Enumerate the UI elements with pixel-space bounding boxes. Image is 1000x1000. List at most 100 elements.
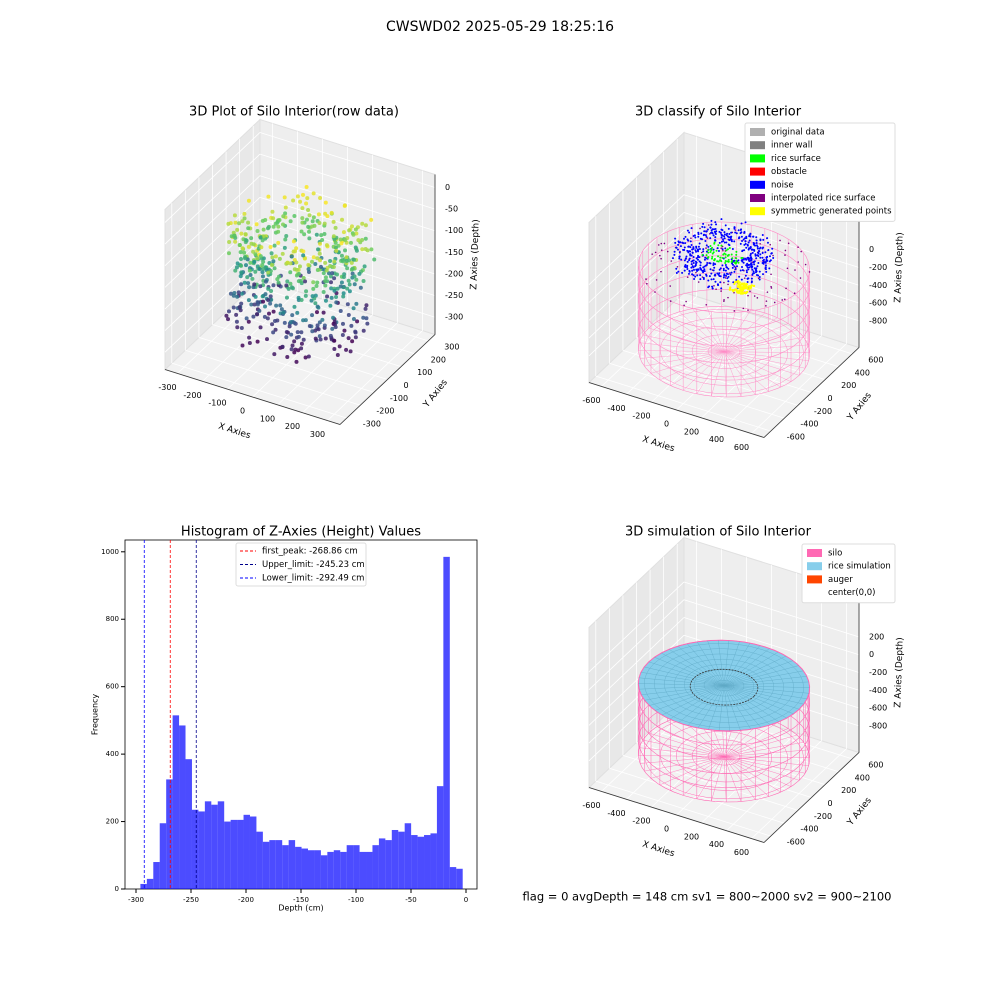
point bbox=[255, 312, 260, 317]
point bbox=[361, 328, 366, 333]
silo-floor-spoke bbox=[644, 351, 725, 367]
noise-point bbox=[728, 233, 731, 236]
point bbox=[322, 221, 327, 226]
figure-title: CWSWD02 2025-05-29 18:25:16 bbox=[386, 19, 614, 35]
noise-point bbox=[747, 268, 750, 271]
noise-point bbox=[745, 246, 748, 249]
point bbox=[277, 256, 282, 261]
z-tick-label: -600 bbox=[869, 299, 887, 308]
point bbox=[287, 324, 292, 329]
point bbox=[295, 310, 300, 315]
noise-point bbox=[691, 269, 694, 272]
point bbox=[270, 322, 275, 327]
point bbox=[276, 240, 281, 245]
noise-point bbox=[698, 242, 701, 245]
point bbox=[301, 253, 306, 258]
silo-floor-spoke bbox=[723, 749, 808, 757]
point bbox=[320, 237, 325, 242]
interpolated-point bbox=[727, 296, 729, 299]
interpolated-point bbox=[660, 249, 663, 252]
point bbox=[355, 319, 360, 324]
noise-point bbox=[757, 251, 760, 254]
point bbox=[356, 238, 361, 243]
noise-point bbox=[764, 267, 767, 270]
x-tick-label: -100 bbox=[208, 399, 226, 408]
silo-floor-spoke bbox=[723, 756, 800, 781]
noise-point bbox=[719, 281, 722, 284]
noise-point bbox=[733, 259, 736, 262]
point bbox=[340, 217, 345, 222]
rice-point bbox=[707, 248, 710, 251]
point bbox=[244, 316, 249, 321]
point bbox=[285, 355, 290, 360]
noise-point bbox=[690, 243, 693, 246]
grid-line bbox=[198, 336, 375, 393]
interpolated-point bbox=[690, 237, 692, 240]
point bbox=[302, 232, 307, 237]
point bbox=[344, 255, 349, 260]
bar bbox=[237, 819, 244, 889]
noise-point bbox=[749, 246, 752, 249]
z-tick-label: -100 bbox=[445, 226, 463, 235]
point bbox=[343, 248, 348, 253]
interpolated-point bbox=[654, 251, 657, 254]
silo-floor-spoke bbox=[723, 756, 809, 766]
noise-point bbox=[683, 269, 686, 272]
noise-point bbox=[726, 273, 729, 276]
bar bbox=[430, 833, 437, 889]
point bbox=[235, 261, 240, 266]
x-tick-label: -200 bbox=[632, 412, 650, 421]
noise-point bbox=[720, 236, 723, 239]
z-tick-label: -250 bbox=[445, 291, 463, 300]
point bbox=[323, 298, 328, 303]
noise-point bbox=[692, 255, 695, 258]
symmetric-point bbox=[735, 288, 738, 291]
rice-mesh-spoke bbox=[696, 641, 725, 686]
interpolated-point bbox=[715, 288, 717, 291]
noise-point bbox=[695, 246, 698, 249]
noise-point bbox=[720, 218, 723, 221]
point bbox=[332, 259, 337, 264]
point bbox=[332, 338, 337, 343]
point bbox=[310, 313, 315, 318]
noise-point bbox=[704, 234, 707, 237]
z-axis-label: Z Axies (Depth) bbox=[893, 232, 905, 303]
bar bbox=[224, 821, 231, 889]
bar bbox=[198, 811, 205, 889]
noise-point bbox=[698, 256, 701, 259]
silo-floor-spoke bbox=[723, 329, 798, 352]
rice-mesh-spoke bbox=[723, 685, 762, 728]
noise-point bbox=[710, 278, 713, 281]
chart-title: Histogram of Z-Axies (Height) Values bbox=[181, 525, 421, 540]
point bbox=[306, 262, 311, 267]
bar bbox=[295, 846, 302, 889]
point bbox=[328, 274, 333, 279]
bar bbox=[282, 845, 289, 889]
bar bbox=[333, 850, 341, 889]
point bbox=[317, 251, 322, 256]
rice-mesh-spoke bbox=[723, 655, 787, 686]
y-tick-label: -300 bbox=[363, 420, 381, 429]
noise-point bbox=[673, 250, 676, 253]
rice-point bbox=[719, 256, 722, 259]
point bbox=[331, 234, 336, 239]
point bbox=[249, 236, 254, 241]
noise-point bbox=[705, 235, 708, 238]
point bbox=[362, 264, 367, 269]
noise-point bbox=[758, 276, 761, 279]
noise-point bbox=[742, 261, 745, 264]
grid-line bbox=[259, 196, 436, 253]
z-tick-label: -800 bbox=[869, 316, 887, 325]
noise-point bbox=[705, 263, 708, 266]
legend-swatch bbox=[750, 128, 765, 136]
point bbox=[353, 227, 358, 232]
point bbox=[279, 307, 284, 312]
point bbox=[358, 285, 363, 290]
point bbox=[261, 227, 266, 232]
point bbox=[348, 240, 353, 245]
point bbox=[331, 219, 336, 224]
noise-point bbox=[735, 279, 738, 282]
noise-point bbox=[696, 274, 699, 277]
interpolated-point bbox=[697, 281, 700, 283]
point bbox=[272, 352, 277, 357]
